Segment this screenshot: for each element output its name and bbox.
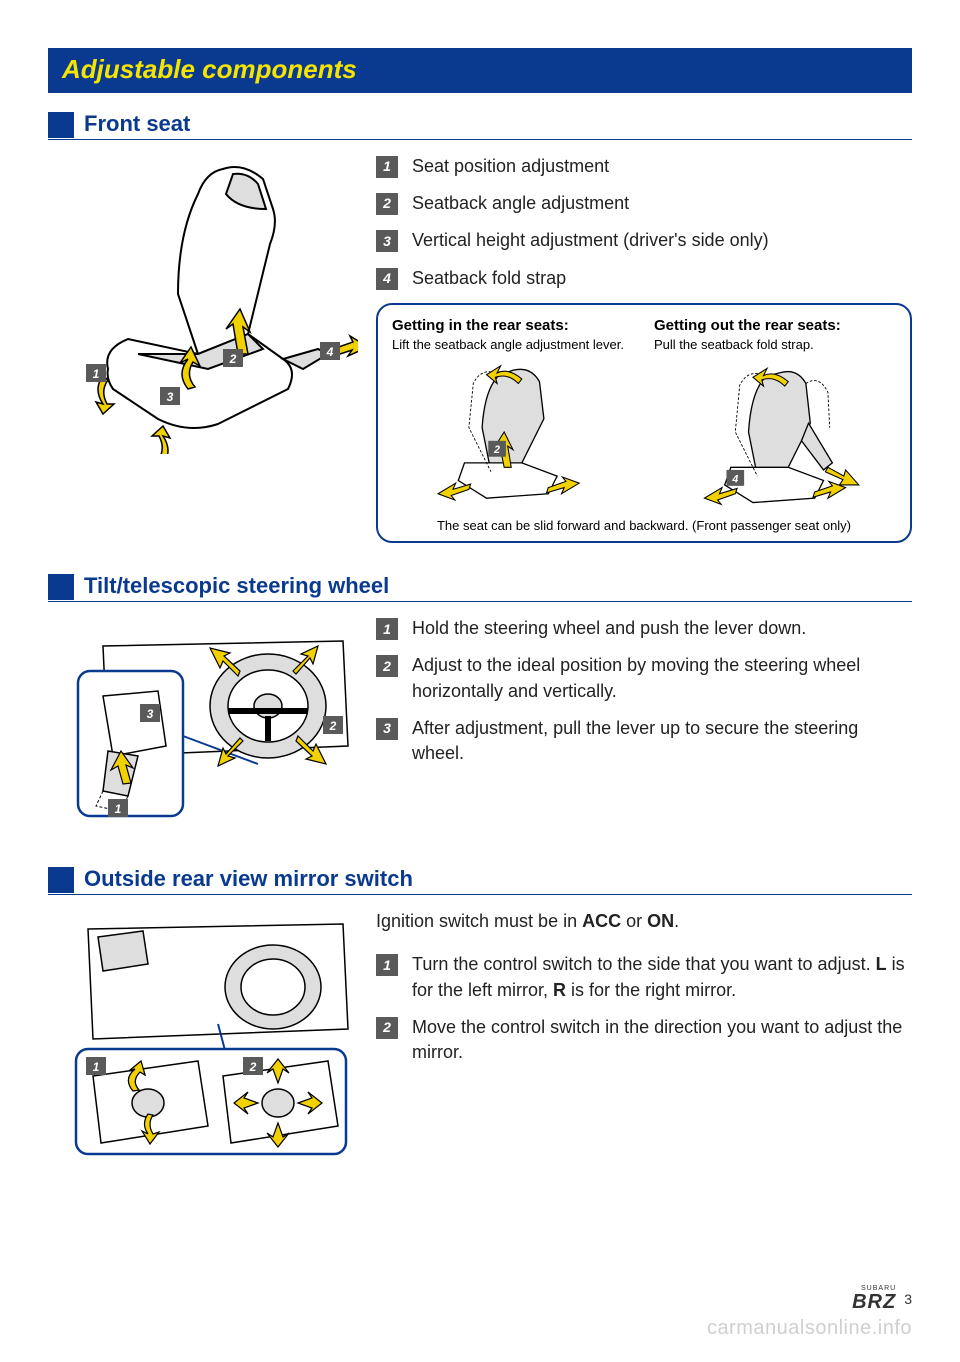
- callout-text: Seatback angle adjustment: [412, 191, 629, 216]
- intro-b2: ON: [647, 911, 674, 931]
- num-badge-icon: 2: [376, 1017, 398, 1039]
- info-col-sub: Pull the seatback fold strap.: [654, 336, 896, 354]
- t: is for the right mirror.: [566, 980, 736, 1000]
- callout-item: 3 Vertical height adjustment (driver's s…: [376, 228, 912, 253]
- svg-text:1: 1: [93, 367, 100, 381]
- logo-brz: BRZ: [852, 1292, 896, 1312]
- front-seat-illustration: 1 2 3 4: [48, 154, 358, 454]
- rear-seat-info-box: Getting in the rear seats: Lift the seat…: [376, 303, 912, 544]
- intro-mid: or: [621, 911, 647, 931]
- steering-callouts: 1 Hold the steering wheel and push the l…: [376, 616, 912, 766]
- callout-item: 2 Seatback angle adjustment: [376, 191, 912, 216]
- t: L: [876, 954, 887, 974]
- callout-text: After adjustment, pull the lever up to s…: [412, 716, 912, 766]
- callout-text: Vertical height adjustment (driver's sid…: [412, 228, 769, 253]
- info-col-getting-out: Getting out the rear seats: Pull the sea…: [654, 317, 896, 513]
- callout-item: 2 Adjust to the ideal position by moving…: [376, 653, 912, 703]
- section-front-seat: 1 2 3 4 1 Seat position adjustment 2 Sea…: [48, 154, 912, 543]
- watermark-text: carmanualsonline.info: [707, 1317, 912, 1340]
- section-marker-icon: [48, 574, 74, 600]
- svg-text:4: 4: [731, 474, 738, 486]
- callout-item: 3 After adjustment, pull the lever up to…: [376, 716, 912, 766]
- callout-text: Move the control switch in the direction…: [412, 1015, 912, 1065]
- info-col-getting-in: Getting in the rear seats: Lift the seat…: [392, 317, 634, 513]
- getting-out-illustration: 4: [654, 357, 896, 507]
- t: Turn the control switch to the side that…: [412, 954, 876, 974]
- num-badge-icon: 1: [376, 954, 398, 976]
- intro-pre: Ignition switch must be in: [376, 911, 582, 931]
- svg-text:1: 1: [115, 802, 122, 816]
- callout-text: Adjust to the ideal position by moving t…: [412, 653, 912, 703]
- callout-text: Seat position adjustment: [412, 154, 609, 179]
- section-marker-icon: [48, 867, 74, 893]
- t: Move the control switch in the direction…: [412, 1017, 902, 1062]
- section-header-steering: Tilt/telescopic steering wheel: [48, 573, 912, 602]
- callout-text: Seatback fold strap: [412, 266, 566, 291]
- section-header-mirror: Outside rear view mirror switch: [48, 866, 912, 895]
- front-seat-callouts: 1 Seat position adjustment 2 Seatback an…: [376, 154, 912, 291]
- page-title: Adjustable components: [48, 48, 912, 93]
- svg-text:1: 1: [93, 1060, 100, 1074]
- svg-text:2: 2: [493, 444, 500, 456]
- callout-item: 1 Turn the control switch to the side th…: [376, 952, 912, 1002]
- section-marker-icon: [48, 112, 74, 138]
- page-number: 3: [904, 1291, 912, 1307]
- info-col-title: Getting out the rear seats:: [654, 317, 896, 334]
- mirror-illustration: 1 2: [48, 909, 358, 1169]
- num-badge-icon: 1: [376, 618, 398, 640]
- section-title-mirror: Outside rear view mirror switch: [84, 866, 413, 894]
- brz-logo-icon: SUBARU BRZ: [852, 1285, 896, 1312]
- mirror-intro: Ignition switch must be in ACC or ON.: [376, 909, 912, 934]
- svg-text:2: 2: [249, 1060, 257, 1074]
- callout-text: Turn the control switch to the side that…: [412, 952, 912, 1002]
- num-badge-icon: 4: [376, 268, 398, 290]
- info-col-sub: Lift the seatback angle adjustment lever…: [392, 336, 634, 354]
- section-mirror: 1 2 Ignition switch must be in ACC or ON…: [48, 909, 912, 1169]
- callout-text: Hold the steering wheel and push the lev…: [412, 616, 806, 641]
- page-footer: SUBARU BRZ 3: [852, 1285, 912, 1312]
- intro-post: .: [674, 911, 679, 931]
- mirror-callouts: 1 Turn the control switch to the side th…: [376, 952, 912, 1065]
- intro-b1: ACC: [582, 911, 621, 931]
- info-col-title: Getting in the rear seats:: [392, 317, 634, 334]
- svg-text:4: 4: [326, 345, 334, 359]
- section-title-steering: Tilt/telescopic steering wheel: [84, 573, 389, 601]
- callout-item: 4 Seatback fold strap: [376, 266, 912, 291]
- svg-text:3: 3: [147, 707, 154, 721]
- num-badge-icon: 2: [376, 655, 398, 677]
- num-badge-icon: 2: [376, 193, 398, 215]
- svg-text:2: 2: [329, 719, 337, 733]
- callout-item: 1 Seat position adjustment: [376, 154, 912, 179]
- getting-in-illustration: 2: [392, 357, 634, 507]
- num-badge-icon: 3: [376, 718, 398, 740]
- num-badge-icon: 1: [376, 156, 398, 178]
- num-badge-icon: 3: [376, 230, 398, 252]
- callout-item: 1 Hold the steering wheel and push the l…: [376, 616, 912, 641]
- callout-item: 2 Move the control switch in the directi…: [376, 1015, 912, 1065]
- section-header-front-seat: Front seat: [48, 111, 912, 140]
- steering-illustration: 1 3 2: [48, 616, 358, 836]
- svg-text:3: 3: [167, 390, 174, 404]
- section-steering: 1 3 2 1 Hold the steering wheel and push…: [48, 616, 912, 836]
- t: R: [553, 980, 566, 1000]
- section-title-front-seat: Front seat: [84, 111, 190, 139]
- info-box-note: The seat can be slid forward and backwar…: [392, 518, 896, 533]
- svg-text:2: 2: [229, 352, 237, 366]
